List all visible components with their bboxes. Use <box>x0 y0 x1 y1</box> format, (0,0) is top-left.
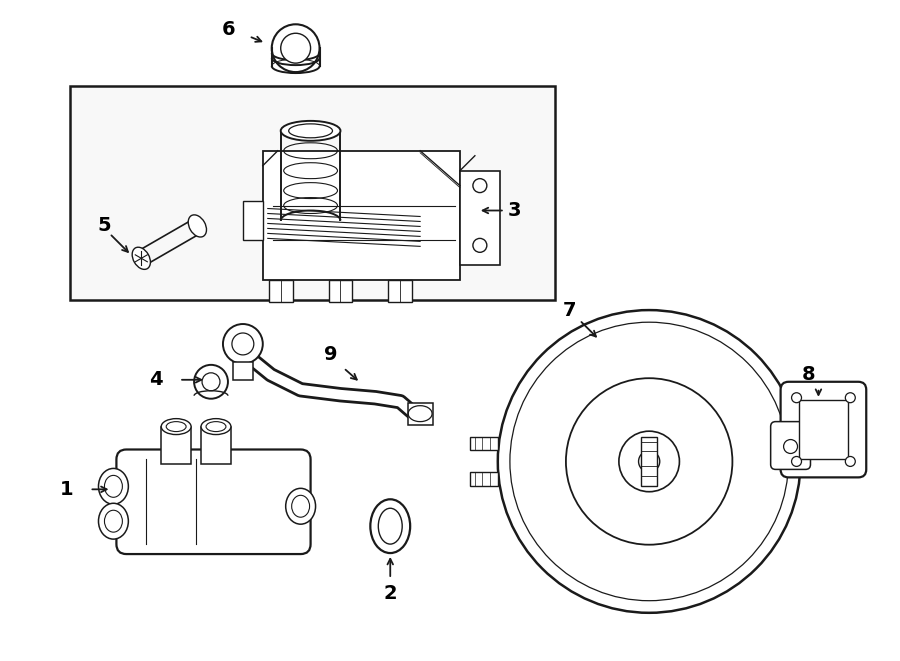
Text: 7: 7 <box>562 301 576 319</box>
Circle shape <box>232 333 254 355</box>
Text: 2: 2 <box>383 584 397 603</box>
Bar <box>798 400 849 459</box>
Circle shape <box>472 178 487 192</box>
Text: 4: 4 <box>149 370 163 389</box>
Text: 8: 8 <box>802 366 815 384</box>
Text: 1: 1 <box>59 480 74 499</box>
Circle shape <box>281 33 310 63</box>
Circle shape <box>566 378 733 545</box>
Ellipse shape <box>98 503 129 539</box>
FancyBboxPatch shape <box>780 382 866 477</box>
Circle shape <box>510 322 788 601</box>
Bar <box>233 362 253 380</box>
Bar <box>388 280 412 302</box>
Bar <box>161 426 191 465</box>
Bar <box>641 436 657 486</box>
Ellipse shape <box>98 469 129 504</box>
FancyBboxPatch shape <box>116 449 310 554</box>
Circle shape <box>472 239 487 253</box>
Ellipse shape <box>132 247 150 270</box>
Ellipse shape <box>201 418 231 434</box>
Bar <box>328 280 353 302</box>
Ellipse shape <box>161 418 191 434</box>
Text: 6: 6 <box>222 20 236 39</box>
Ellipse shape <box>285 488 316 524</box>
Circle shape <box>272 24 320 72</box>
Circle shape <box>639 451 660 472</box>
Text: 3: 3 <box>508 201 521 220</box>
Circle shape <box>619 431 680 492</box>
Bar <box>69 86 554 300</box>
Text: 9: 9 <box>324 346 338 364</box>
Circle shape <box>845 457 855 467</box>
Bar <box>201 426 231 465</box>
Bar <box>470 473 498 486</box>
Ellipse shape <box>206 422 226 432</box>
Circle shape <box>784 440 797 453</box>
Ellipse shape <box>370 499 410 553</box>
Ellipse shape <box>292 495 310 517</box>
Ellipse shape <box>289 124 332 137</box>
Circle shape <box>223 324 263 364</box>
Ellipse shape <box>104 510 122 532</box>
Ellipse shape <box>378 508 402 544</box>
Text: 5: 5 <box>97 216 112 235</box>
Bar <box>263 151 460 280</box>
FancyBboxPatch shape <box>770 422 811 469</box>
Circle shape <box>202 373 220 391</box>
Ellipse shape <box>281 121 340 141</box>
Bar <box>269 280 292 302</box>
Circle shape <box>845 393 855 403</box>
Bar <box>409 403 433 424</box>
Ellipse shape <box>104 475 122 497</box>
Circle shape <box>498 310 800 613</box>
Ellipse shape <box>188 215 206 237</box>
Circle shape <box>792 457 802 467</box>
Bar <box>460 171 500 265</box>
Circle shape <box>194 365 228 399</box>
Circle shape <box>792 393 802 403</box>
Bar <box>470 436 498 451</box>
Bar <box>243 200 263 241</box>
Ellipse shape <box>166 422 186 432</box>
